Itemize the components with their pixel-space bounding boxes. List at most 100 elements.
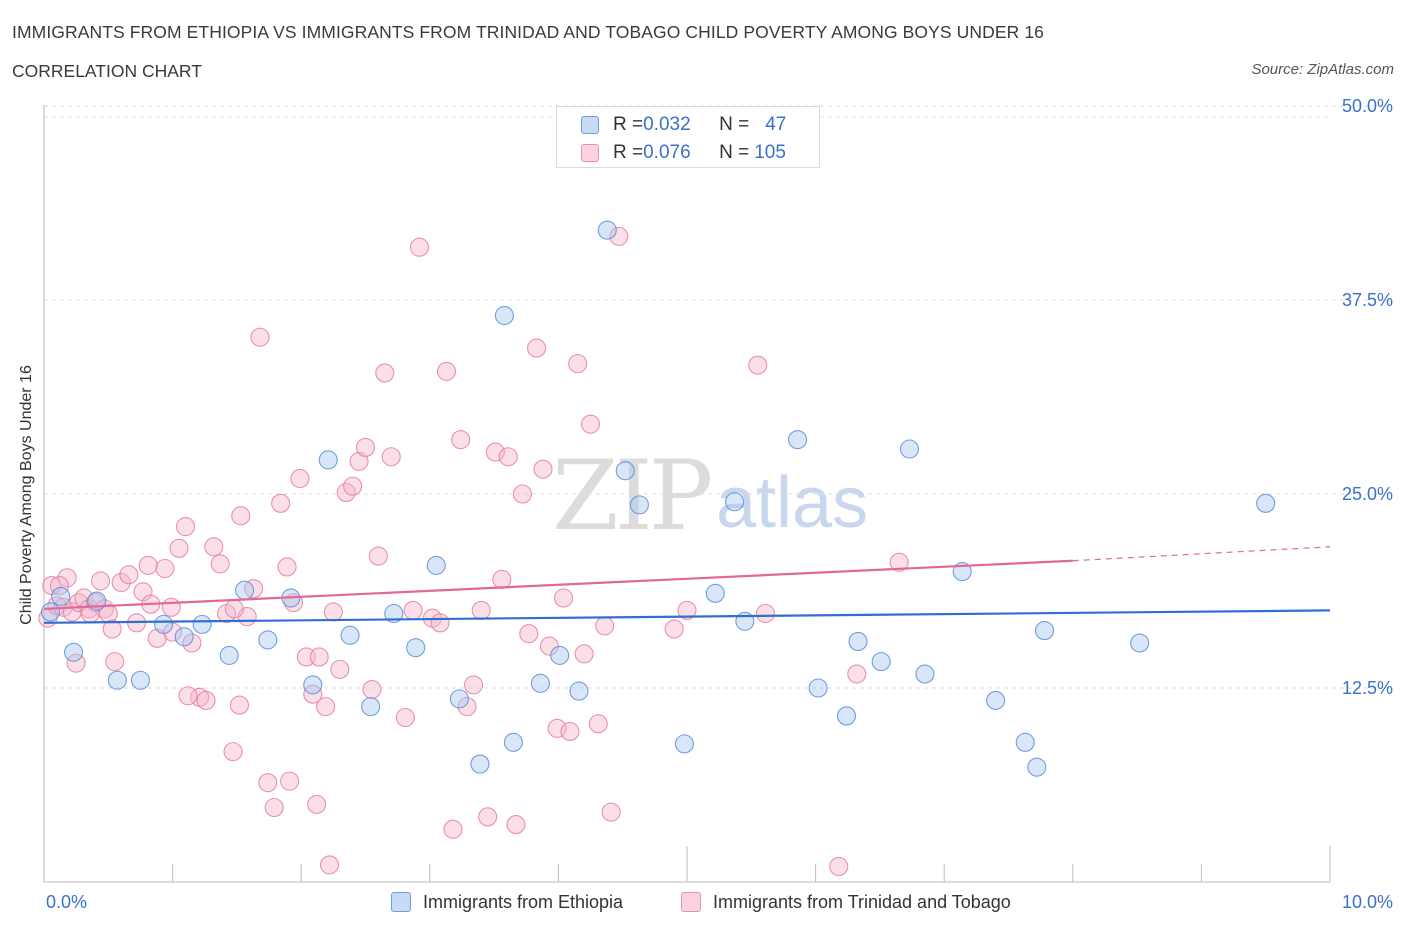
trinidad-point	[457, 697, 477, 717]
ethiopia-point	[1130, 633, 1150, 653]
trinidad-point	[178, 686, 198, 706]
source-label: Source: ZipAtlas.com	[1251, 61, 1394, 78]
trinidad-point	[280, 771, 300, 791]
legend-label: Immigrants from Ethiopia	[423, 891, 624, 912]
trinidad-point	[609, 226, 629, 246]
ethiopia-point	[848, 631, 868, 651]
trinidad-point	[307, 794, 327, 814]
ethiopia-point	[361, 697, 381, 717]
trinidad-point	[250, 327, 270, 347]
trinidad-point	[138, 555, 158, 575]
trinidad-point	[204, 537, 224, 557]
trinidad-point	[309, 647, 329, 667]
trinidad-point	[847, 664, 867, 684]
ethiopia-point	[406, 638, 426, 658]
n-value: 47	[765, 114, 787, 135]
ethiopia-point	[426, 555, 446, 575]
trinidad-point	[409, 237, 430, 257]
trinidad-point	[290, 468, 310, 489]
x-tick-label: 10.0%	[1342, 892, 1393, 912]
ethiopia-legend-swatch	[391, 892, 411, 912]
trinidad-point	[196, 690, 216, 710]
ethiopia-point	[674, 734, 694, 754]
trinidad-point	[560, 721, 580, 742]
trinidad-trend-extension	[1072, 546, 1331, 562]
trinidad-point	[512, 484, 532, 504]
ethiopia-point	[725, 492, 745, 512]
trinidad-point	[91, 571, 111, 591]
ethiopia-point	[130, 670, 150, 690]
trinidad-point	[224, 599, 244, 619]
r-label: R =	[613, 114, 644, 135]
trinidad-point	[506, 815, 526, 835]
trinidad-point	[155, 558, 175, 579]
trinidad-point	[395, 707, 415, 728]
trinidad-point	[210, 554, 230, 574]
ethiopia-point	[705, 583, 725, 603]
trinidad-point	[478, 807, 498, 827]
trinidad-point	[436, 361, 457, 381]
stats-row-trinidad: R = 0.076 N = 105	[581, 142, 786, 164]
trinidad-point	[889, 552, 909, 572]
trinidad-point	[519, 624, 539, 644]
ethiopia-point	[154, 614, 174, 634]
ethiopia-point	[1015, 732, 1035, 752]
ethiopia-point	[1034, 621, 1055, 641]
ethiopia-point	[235, 580, 255, 600]
trinidad-point	[375, 363, 395, 383]
x-tick-label: 0.0%	[46, 892, 87, 912]
trinidad-point	[343, 476, 363, 496]
ethiopia-point	[174, 627, 194, 647]
trinidad-point	[443, 819, 463, 839]
trinidad-point	[223, 742, 243, 762]
trinidad-point	[362, 680, 382, 700]
trinidad-point	[595, 616, 615, 636]
trinidad-point	[231, 506, 251, 526]
trinidad-point	[526, 338, 547, 358]
trinidad-point	[119, 565, 139, 585]
trinidad-point	[553, 588, 574, 608]
ethiopia-point	[192, 614, 212, 634]
legend-label: Immigrants from Trinidad and Tobago	[713, 891, 1011, 912]
r-value: 0.032	[643, 114, 691, 135]
trinidad-point	[568, 354, 588, 374]
y-tick-label: 37.5%	[1342, 290, 1393, 310]
r-label: R =	[613, 142, 644, 163]
r-value: 0.076	[643, 142, 691, 163]
trinidad-point	[57, 568, 77, 588]
trinidad-point	[175, 517, 196, 537]
chart-title: IMMIGRANTS FROM ETHIOPIA VS IMMIGRANTS F…	[12, 22, 1044, 42]
ethiopia-point	[40, 602, 60, 622]
trinidad-point	[264, 797, 284, 818]
ethiopia-point	[1027, 757, 1047, 777]
trinidad-point	[492, 569, 512, 589]
trinidad-point	[277, 557, 297, 577]
y-tick-label: 12.5%	[1342, 678, 1393, 698]
trinidad-point	[229, 695, 250, 715]
trinidad-point	[755, 603, 775, 624]
ethiopia-point	[303, 675, 323, 695]
chart-subtitle: CORRELATION CHART	[12, 61, 202, 81]
trinidad-point	[588, 714, 608, 734]
ethiopia-point	[986, 690, 1006, 710]
trinidad-point	[330, 659, 350, 679]
ethiopia-point	[107, 670, 127, 690]
ethiopia-point	[597, 220, 617, 240]
ethiopia-point	[1256, 493, 1276, 513]
trinidad-point	[664, 619, 684, 639]
trinidad-point	[601, 802, 621, 822]
ethiopia-swatch	[581, 116, 599, 134]
trinidad-point	[368, 546, 388, 566]
watermark-zip: ZIP	[552, 440, 713, 552]
trinidad-point	[485, 442, 505, 462]
trinidad-point	[271, 493, 291, 513]
legend-item-trinidad: Immigrants from Trinidad and Tobago	[681, 889, 1011, 915]
trinidad-swatch	[581, 144, 599, 162]
ethiopia-point	[899, 439, 920, 459]
ethiopia-point	[629, 495, 649, 515]
trinidad-point	[169, 538, 189, 558]
trinidad-point	[316, 697, 336, 717]
trinidad-point	[319, 855, 340, 875]
ethiopia-point	[871, 652, 891, 672]
